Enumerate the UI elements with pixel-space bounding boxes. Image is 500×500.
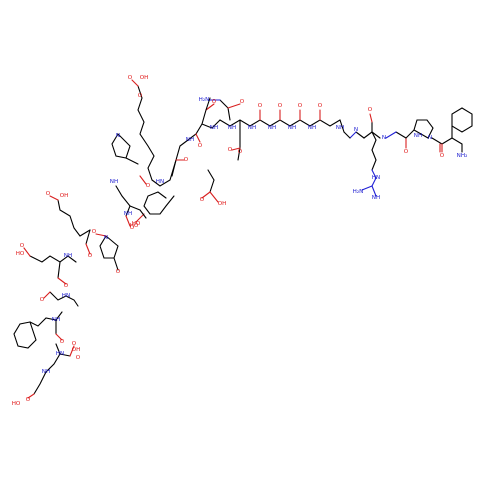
atom-o: O xyxy=(60,339,65,345)
atom-nh2: NH₂ xyxy=(457,153,468,159)
atom-n: N xyxy=(428,135,432,141)
atom-o: O xyxy=(184,157,189,163)
atom-nh: NH xyxy=(110,179,118,185)
atom-hn: HN xyxy=(62,293,70,299)
atom-n: NH xyxy=(414,133,422,139)
atom-o: O xyxy=(238,149,243,155)
atom-oh: OH xyxy=(218,201,227,207)
atom-o: O xyxy=(72,341,77,347)
atom-nh: NH xyxy=(308,125,316,131)
atom-nh: NH xyxy=(124,211,132,217)
atom-nh: NH xyxy=(210,125,218,131)
atom-o: O xyxy=(440,153,445,159)
atom-hn: HN xyxy=(372,175,380,181)
atom-o: O xyxy=(298,103,303,109)
atom-o: O xyxy=(92,229,97,235)
atom-o: O xyxy=(200,197,205,203)
atom-o: O xyxy=(116,269,121,275)
atom-o: O xyxy=(278,103,283,109)
atom-nh: NH xyxy=(228,125,236,131)
atom-ho: HO xyxy=(130,223,139,229)
atom-nh: NH xyxy=(268,125,276,131)
atom-ho: HO xyxy=(132,221,141,227)
atom-nh: NH xyxy=(248,125,256,131)
atom-o: O xyxy=(40,297,45,303)
atom-o: O xyxy=(404,149,409,155)
atom-nh: NH xyxy=(288,125,296,131)
atom-h2n: H₂N xyxy=(353,189,364,195)
atom-ho: HO xyxy=(16,251,25,257)
atom-nh: NH xyxy=(42,369,50,375)
atom-oh: OH xyxy=(72,347,81,353)
atom-o: O xyxy=(64,283,69,289)
atom-n: N xyxy=(104,235,108,241)
atom-n: N xyxy=(116,133,120,139)
atom-labels: O O NH NH₂ O N O N O NH O N O NH O NH O … xyxy=(12,75,468,407)
atom-nh: NH xyxy=(336,125,344,131)
atom-o: O xyxy=(318,103,323,109)
atom-o: O xyxy=(240,99,245,105)
atom-o: O xyxy=(46,191,51,197)
atom-o: O xyxy=(198,143,203,149)
atom-nh: NH xyxy=(64,253,72,259)
atom-n: N xyxy=(382,135,386,141)
atom-o: O xyxy=(368,107,373,113)
atom-oh: OH xyxy=(140,75,149,81)
atom-o: O xyxy=(26,397,31,403)
atom-o: O xyxy=(258,103,263,109)
atom-o: O xyxy=(146,183,151,189)
atom-o: O xyxy=(128,75,133,81)
atom-hn: HN xyxy=(56,351,64,357)
atom-ho: HO xyxy=(12,401,21,407)
atom-o: O xyxy=(228,147,233,153)
atom-o: O xyxy=(212,99,217,105)
atom-o: O xyxy=(138,93,143,99)
bond-network xyxy=(13,79,473,399)
atom-n-methyl: N xyxy=(354,127,358,133)
atom-hn: HN xyxy=(156,179,164,185)
atom-o: O xyxy=(88,253,93,259)
atom-o: O xyxy=(20,243,25,249)
atom-o: O xyxy=(130,225,135,231)
atom-nh: NH xyxy=(372,195,380,201)
atom-oh: OH xyxy=(60,193,69,199)
atom-nh: NH xyxy=(186,137,194,143)
atom-nh: NH xyxy=(52,317,60,323)
atom-o: O xyxy=(76,355,81,361)
atom-h2n: H₂N xyxy=(199,97,210,103)
